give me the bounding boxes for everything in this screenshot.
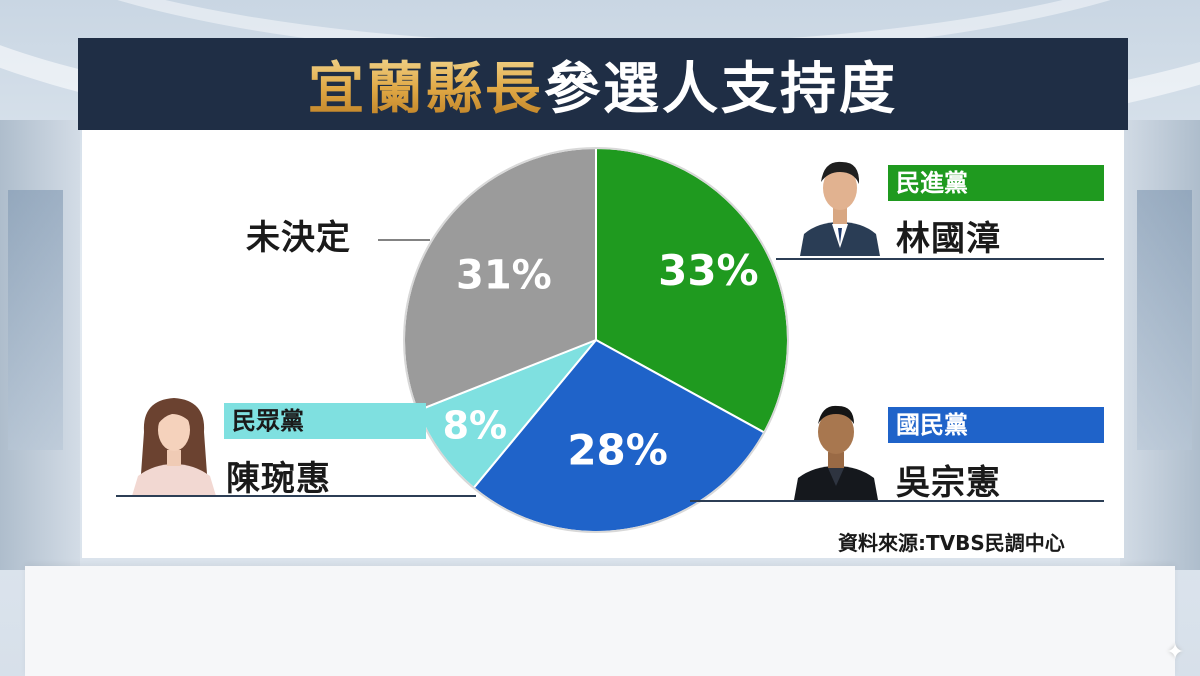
tpp-party-tag: 民眾黨	[224, 403, 426, 439]
undecided-label: 未決定	[246, 218, 351, 258]
data-source: 資料來源:TVBS民調中心	[838, 531, 1065, 555]
title-main: 宜蘭縣長	[308, 44, 544, 125]
tpp-candidate-name: 陳琬惠	[226, 459, 331, 499]
person-avatar-icon	[132, 398, 216, 496]
kmt-underline	[690, 500, 1104, 502]
label-tpp-percent: 8%	[443, 404, 508, 448]
dpp-underline	[776, 258, 1104, 260]
dpp-party-tag: 民進黨	[888, 165, 1104, 201]
left-wall-panel	[0, 120, 80, 570]
label-dpp-percent: 33%	[658, 246, 759, 295]
sparkle-icon: ✦	[1166, 640, 1185, 665]
tpp-candidate-photo	[128, 392, 220, 496]
person-avatar-icon	[800, 161, 880, 256]
dpp-candidate-name: 林國漳	[896, 219, 1001, 259]
kmt-candidate-photo	[790, 396, 882, 500]
right-wall-panel	[1120, 120, 1200, 570]
pie-slices	[403, 146, 789, 533]
label-undecided-percent: 31%	[456, 252, 552, 298]
title-bar: 宜蘭縣長 參選人支持度	[78, 38, 1128, 130]
dpp-candidate-photo	[794, 152, 886, 256]
lower-third-band	[25, 566, 1175, 676]
kmt-candidate-name: 吳宗憲	[896, 463, 1001, 503]
pie-outline	[403, 147, 789, 533]
tpp-underline	[116, 495, 476, 497]
kmt-party-tag: 國民黨	[888, 407, 1104, 443]
person-avatar-icon	[794, 405, 878, 500]
pie-labels: 33% 28% 8% 31%	[443, 246, 759, 475]
label-kmt-percent: 28%	[567, 426, 668, 475]
title-sub: 參選人支持度	[544, 56, 898, 122]
